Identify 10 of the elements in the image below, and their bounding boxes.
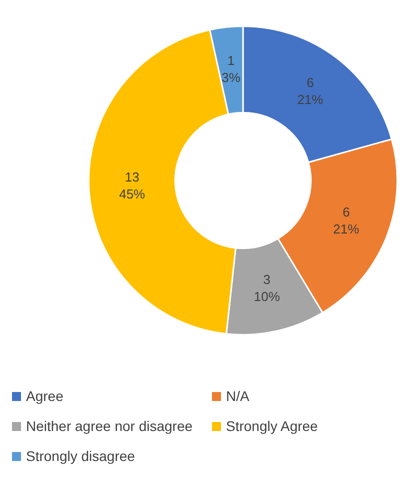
data-label: 13 45%	[119, 170, 146, 202]
legend-label: Agree	[26, 388, 64, 404]
data-label: 6 21%	[297, 75, 324, 108]
legend-label: Strongly Agree	[226, 418, 318, 434]
legend-label: N/A	[226, 388, 250, 404]
legend-label: Neither agree nor disagree	[26, 418, 193, 434]
data-label: 1 3%	[222, 53, 241, 86]
data-label: 6 21%	[333, 204, 360, 237]
legend-label: Strongly disagree	[26, 448, 135, 464]
data-label: 3 10%	[254, 272, 280, 304]
